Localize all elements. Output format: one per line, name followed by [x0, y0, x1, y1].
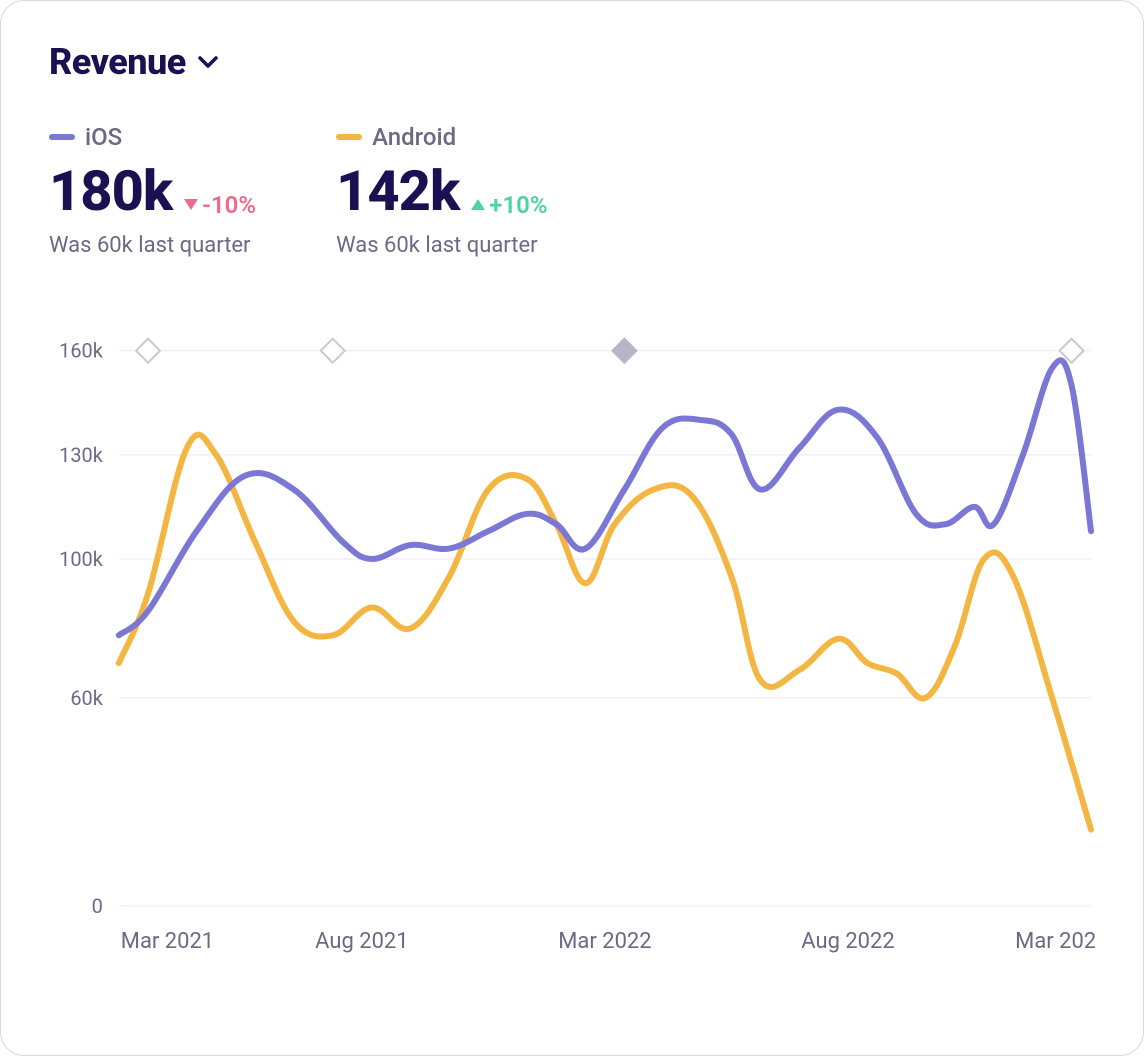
card-title: Revenue — [49, 41, 186, 83]
svg-text:Mar 2021: Mar 2021 — [121, 929, 214, 954]
card-header[interactable]: Revenue — [49, 41, 1095, 83]
delta-android: +10% — [471, 191, 547, 219]
triangle-up-icon — [471, 199, 485, 210]
svg-text:0: 0 — [92, 894, 103, 918]
svg-text:160k: 160k — [59, 339, 104, 363]
legend-swatch-ios — [49, 134, 75, 140]
stat-android: Android 142k +10% Was 60k last quarter — [336, 123, 547, 258]
legend-swatch-android — [336, 134, 362, 140]
legend-android: Android — [336, 123, 547, 151]
stat-value-android: 142k — [336, 163, 459, 219]
stat-value-row-ios: 180k -10% — [49, 163, 256, 219]
stat-value-ios: 180k — [49, 163, 172, 219]
svg-text:Aug 2022: Aug 2022 — [801, 929, 894, 954]
svg-text:60k: 60k — [70, 686, 103, 710]
stat-subtext-ios: Was 60k last quarter — [49, 233, 256, 258]
delta-text-android: +10% — [489, 191, 547, 219]
revenue-card: Revenue iOS 180k -10% Was 60k last quart… — [0, 0, 1144, 1056]
svg-text:Mar 2022: Mar 2022 — [558, 929, 651, 954]
stat-subtext-android: Was 60k last quarter — [336, 233, 547, 258]
chart-container: 0 60k 100k 130k 160k Mar 2021 Aug 2021 Mar 2022… — [49, 306, 1095, 966]
chevron-down-icon — [198, 56, 218, 68]
triangle-down-icon — [184, 199, 198, 210]
legend-ios: iOS — [49, 123, 256, 151]
legend-label-android: Android — [372, 123, 456, 151]
stat-ios: iOS 180k -10% Was 60k last quarter — [49, 123, 256, 258]
delta-ios: -10% — [184, 191, 256, 219]
svg-text:Aug 2021: Aug 2021 — [315, 929, 408, 954]
delta-text-ios: -10% — [202, 191, 256, 219]
svg-text:Mar 2023: Mar 2023 — [1015, 929, 1095, 954]
svg-text:130k: 130k — [59, 443, 104, 467]
revenue-line-chart: 0 60k 100k 130k 160k Mar 2021 Aug 2021 Mar 2022… — [49, 306, 1095, 966]
legend-label-ios: iOS — [85, 123, 122, 151]
stat-value-row-android: 142k +10% — [336, 163, 547, 219]
svg-text:100k: 100k — [59, 547, 104, 571]
stats-row: iOS 180k -10% Was 60k last quarter Andro… — [49, 123, 1095, 258]
